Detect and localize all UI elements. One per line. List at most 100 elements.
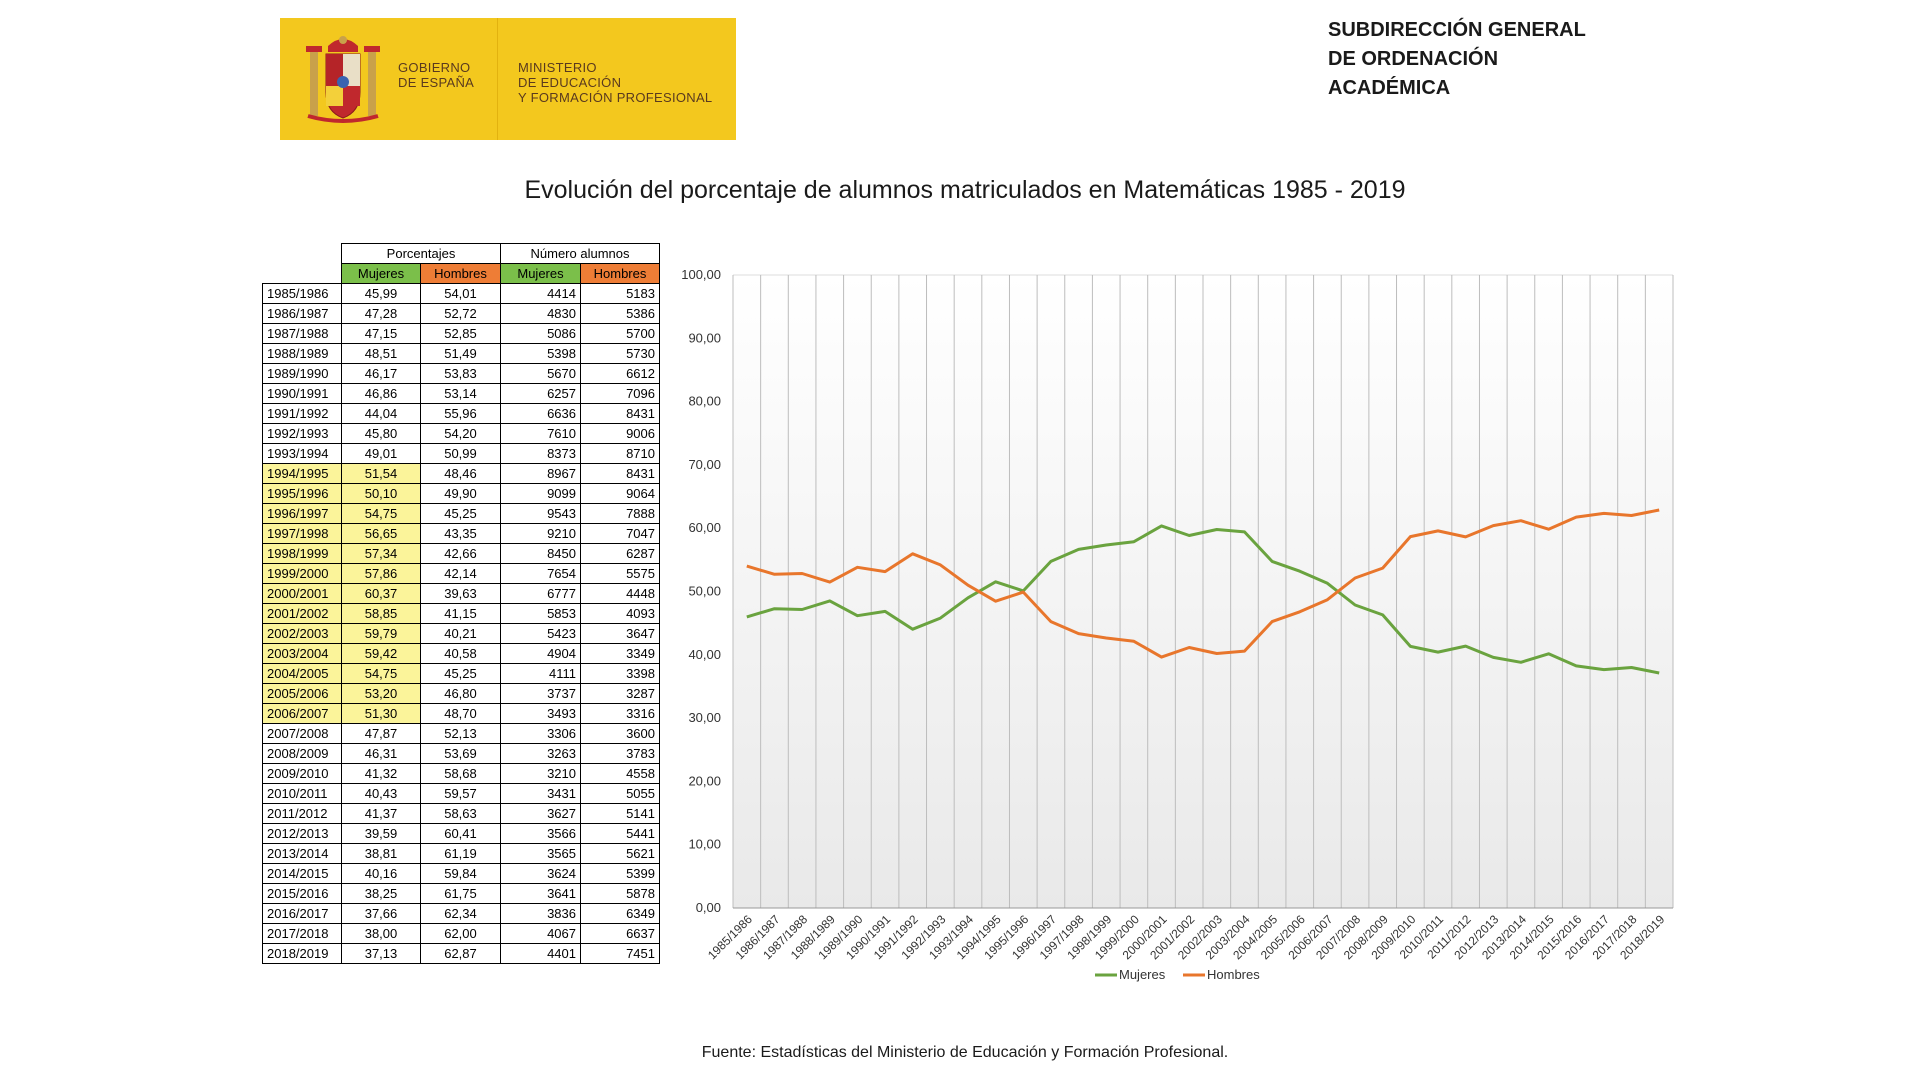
table-row: 2012/2013 39,59 60,41 3566 5441 [262, 823, 660, 844]
row-pct-mujeres-cell: 49,01 [341, 443, 421, 464]
row-year-cell: 2009/2010 [262, 763, 342, 784]
row-pct-mujeres-cell: 57,86 [341, 563, 421, 584]
row-year-cell: 1988/1989 [262, 343, 342, 364]
table-row: 2015/2016 38,25 61,75 3641 5878 [262, 883, 660, 904]
table-row: 1995/1996 50,10 49,90 9099 9064 [262, 483, 660, 504]
table-row: 1991/1992 44,04 55,96 6636 8431 [262, 403, 660, 424]
row-pct-hombres-cell: 50,99 [420, 443, 501, 464]
row-pct-hombres-cell: 54,20 [420, 423, 501, 444]
row-num-mujeres-cell: 9099 [500, 483, 581, 504]
row-pct-mujeres-cell: 47,28 [341, 303, 421, 324]
government-logo: GOBIERNO DE ESPAÑA MINISTERIO DE EDUCACI… [280, 18, 736, 140]
row-year-cell: 1989/1990 [262, 363, 342, 384]
table-row: 1996/1997 54,75 45,25 9543 7888 [262, 503, 660, 524]
row-year-cell: 1998/1999 [262, 543, 342, 564]
row-pct-mujeres-cell: 38,25 [341, 883, 421, 904]
row-num-hombres-cell: 7096 [580, 383, 660, 404]
row-pct-mujeres-cell: 40,16 [341, 863, 421, 884]
row-num-mujeres-cell: 5086 [500, 323, 581, 344]
row-pct-hombres-cell: 58,63 [420, 803, 501, 824]
row-year-cell: 2001/2002 [262, 603, 342, 624]
row-pct-mujeres-cell: 40,43 [341, 783, 421, 804]
row-pct-mujeres-cell: 58,85 [341, 603, 421, 624]
y-tick-label: 40,00 [688, 647, 721, 662]
row-pct-hombres-cell: 62,87 [420, 943, 501, 964]
row-year-cell: 1987/1988 [262, 323, 342, 344]
y-tick-label: 10,00 [688, 837, 721, 852]
row-num-hombres-cell: 5386 [580, 303, 660, 324]
row-pct-hombres-cell: 59,57 [420, 783, 501, 804]
row-num-hombres-cell: 6287 [580, 543, 660, 564]
row-pct-mujeres-cell: 51,30 [341, 703, 421, 724]
row-pct-hombres-cell: 53,14 [420, 383, 501, 404]
row-num-hombres-cell: 4448 [580, 583, 660, 604]
row-num-mujeres-cell: 8967 [500, 463, 581, 484]
row-num-hombres-cell: 5141 [580, 803, 660, 824]
table-row: 2011/2012 41,37 58,63 3627 5141 [262, 803, 660, 824]
table-row: 2008/2009 46,31 53,69 3263 3783 [262, 743, 660, 764]
row-pct-mujeres-cell: 41,32 [341, 763, 421, 784]
row-year-cell: 2004/2005 [262, 663, 342, 684]
row-pct-hombres-cell: 48,70 [420, 703, 501, 724]
table-row: 2001/2002 58,85 41,15 5853 4093 [262, 603, 660, 624]
row-num-hombres-cell: 3349 [580, 643, 660, 664]
row-num-hombres-cell: 5183 [580, 283, 660, 304]
y-tick-label: 20,00 [688, 773, 721, 788]
row-pct-mujeres-cell: 59,79 [341, 623, 421, 644]
row-num-hombres-cell: 5055 [580, 783, 660, 804]
row-pct-mujeres-cell: 37,66 [341, 903, 421, 924]
row-pct-mujeres-cell: 47,15 [341, 323, 421, 344]
row-num-mujeres-cell: 3627 [500, 803, 581, 824]
row-num-hombres-cell: 6349 [580, 903, 660, 924]
table-corner-cell [262, 263, 342, 284]
table-row: 1989/1990 46,17 53,83 5670 6612 [262, 363, 660, 384]
row-num-mujeres-cell: 3737 [500, 683, 581, 704]
row-pct-mujeres-cell: 56,65 [341, 523, 421, 544]
ministerio-label: MINISTERIO DE EDUCACIÓN Y FORMACIÓN PROF… [518, 60, 713, 105]
series-line-hombres [746, 508, 1660, 659]
legend-label-mujeres: Mujeres [1119, 967, 1166, 982]
table-row: 2000/2001 60,37 39,63 6777 4448 [262, 583, 660, 604]
row-num-hombres-cell: 5399 [580, 863, 660, 884]
row-year-cell: 2012/2013 [262, 823, 342, 844]
row-pct-mujeres-cell: 39,59 [341, 823, 421, 844]
y-tick-label: 100,00 [681, 267, 721, 282]
row-num-mujeres-cell: 3565 [500, 843, 581, 864]
logo-divider [497, 18, 498, 140]
y-tick-label: 60,00 [688, 520, 721, 535]
row-num-mujeres-cell: 3836 [500, 903, 581, 924]
row-pct-mujeres-cell: 46,17 [341, 363, 421, 384]
row-pct-mujeres-cell: 48,51 [341, 343, 421, 364]
row-pct-mujeres-cell: 45,99 [341, 283, 421, 304]
row-num-hombres-cell: 5700 [580, 323, 660, 344]
subdireccion-heading: SUBDIRECCIÓN GENERAL DE ORDENACIÓN ACADÉ… [1328, 19, 1586, 99]
row-year-cell: 1997/1998 [262, 523, 342, 544]
row-year-cell: 2014/2015 [262, 863, 342, 884]
row-num-hombres-cell: 3647 [580, 623, 660, 644]
row-year-cell: 1990/1991 [262, 383, 342, 404]
row-num-mujeres-cell: 5398 [500, 343, 581, 364]
row-pct-hombres-cell: 61,75 [420, 883, 501, 904]
table-row: 1999/2000 57,86 42,14 7654 5575 [262, 563, 660, 584]
row-year-cell: 1996/1997 [262, 503, 342, 524]
row-year-cell: 2005/2006 [262, 683, 342, 704]
row-num-hombres-cell: 3783 [580, 743, 660, 764]
row-pct-hombres-cell: 51,49 [420, 343, 501, 364]
row-num-hombres-cell: 8710 [580, 443, 660, 464]
row-num-hombres-cell: 3287 [580, 683, 660, 704]
row-num-mujeres-cell: 4401 [500, 943, 581, 964]
row-year-cell: 2015/2016 [262, 883, 342, 904]
row-num-mujeres-cell: 7610 [500, 423, 581, 444]
row-year-cell: 1994/1995 [262, 463, 342, 484]
row-pct-hombres-cell: 60,41 [420, 823, 501, 844]
row-num-mujeres-cell: 4830 [500, 303, 581, 324]
row-pct-mujeres-cell: 44,04 [341, 403, 421, 424]
table-row: 2009/2010 41,32 58,68 3210 4558 [262, 763, 660, 784]
y-tick-label: 80,00 [688, 394, 721, 409]
group-header-counts: Número alumnos [500, 243, 660, 264]
row-num-mujeres-cell: 4067 [500, 923, 581, 944]
row-num-mujeres-cell: 5853 [500, 603, 581, 624]
sub-header-num-mujeres: Mujeres [500, 263, 581, 284]
row-num-mujeres-cell: 3493 [500, 703, 581, 724]
table-row: 2018/2019 37,13 62,87 4401 7451 [262, 943, 660, 964]
